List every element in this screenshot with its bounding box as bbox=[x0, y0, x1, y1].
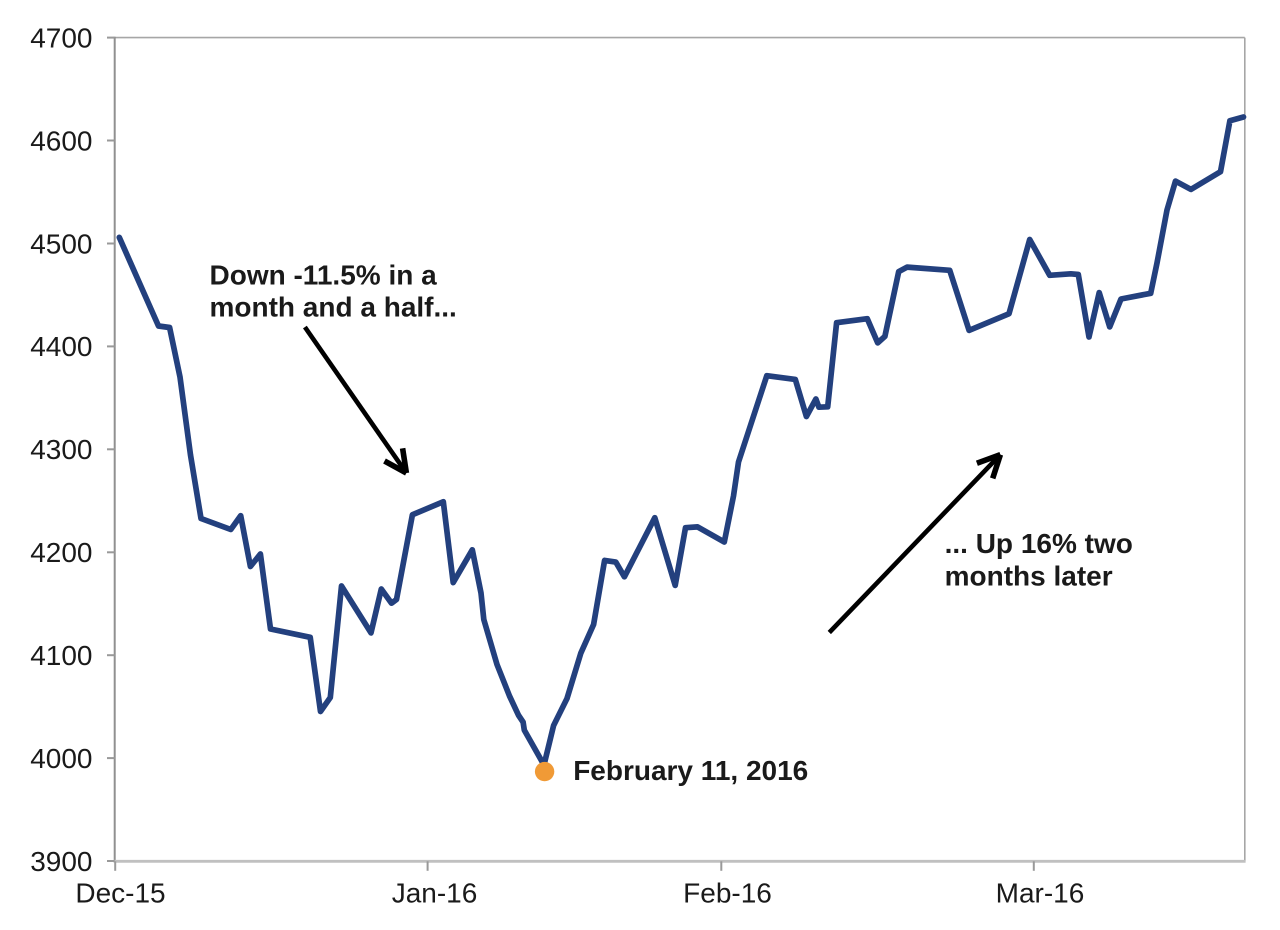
svg-text:... Up 16% two: ... Up 16% two bbox=[945, 528, 1133, 559]
svg-text:4200: 4200 bbox=[30, 537, 92, 568]
svg-text:4300: 4300 bbox=[30, 434, 92, 465]
svg-text:month and a half...: month and a half... bbox=[210, 291, 457, 322]
svg-text:3900: 3900 bbox=[30, 846, 92, 877]
svg-text:February 11, 2016: February 11, 2016 bbox=[573, 755, 808, 786]
svg-text:4100: 4100 bbox=[30, 640, 92, 671]
svg-text:4500: 4500 bbox=[30, 228, 92, 259]
svg-text:4000: 4000 bbox=[30, 743, 92, 774]
svg-text:Down -11.5% in a: Down -11.5% in a bbox=[210, 259, 438, 290]
svg-text:Mar-16: Mar-16 bbox=[996, 878, 1085, 909]
svg-text:Jan-16: Jan-16 bbox=[392, 878, 478, 909]
svg-text:4700: 4700 bbox=[30, 22, 92, 53]
svg-text:4400: 4400 bbox=[30, 331, 92, 362]
svg-text:4600: 4600 bbox=[30, 125, 92, 156]
svg-text:Feb-16: Feb-16 bbox=[683, 878, 772, 909]
svg-text:Dec-15: Dec-15 bbox=[75, 878, 165, 909]
svg-text:months later: months later bbox=[945, 560, 1113, 591]
